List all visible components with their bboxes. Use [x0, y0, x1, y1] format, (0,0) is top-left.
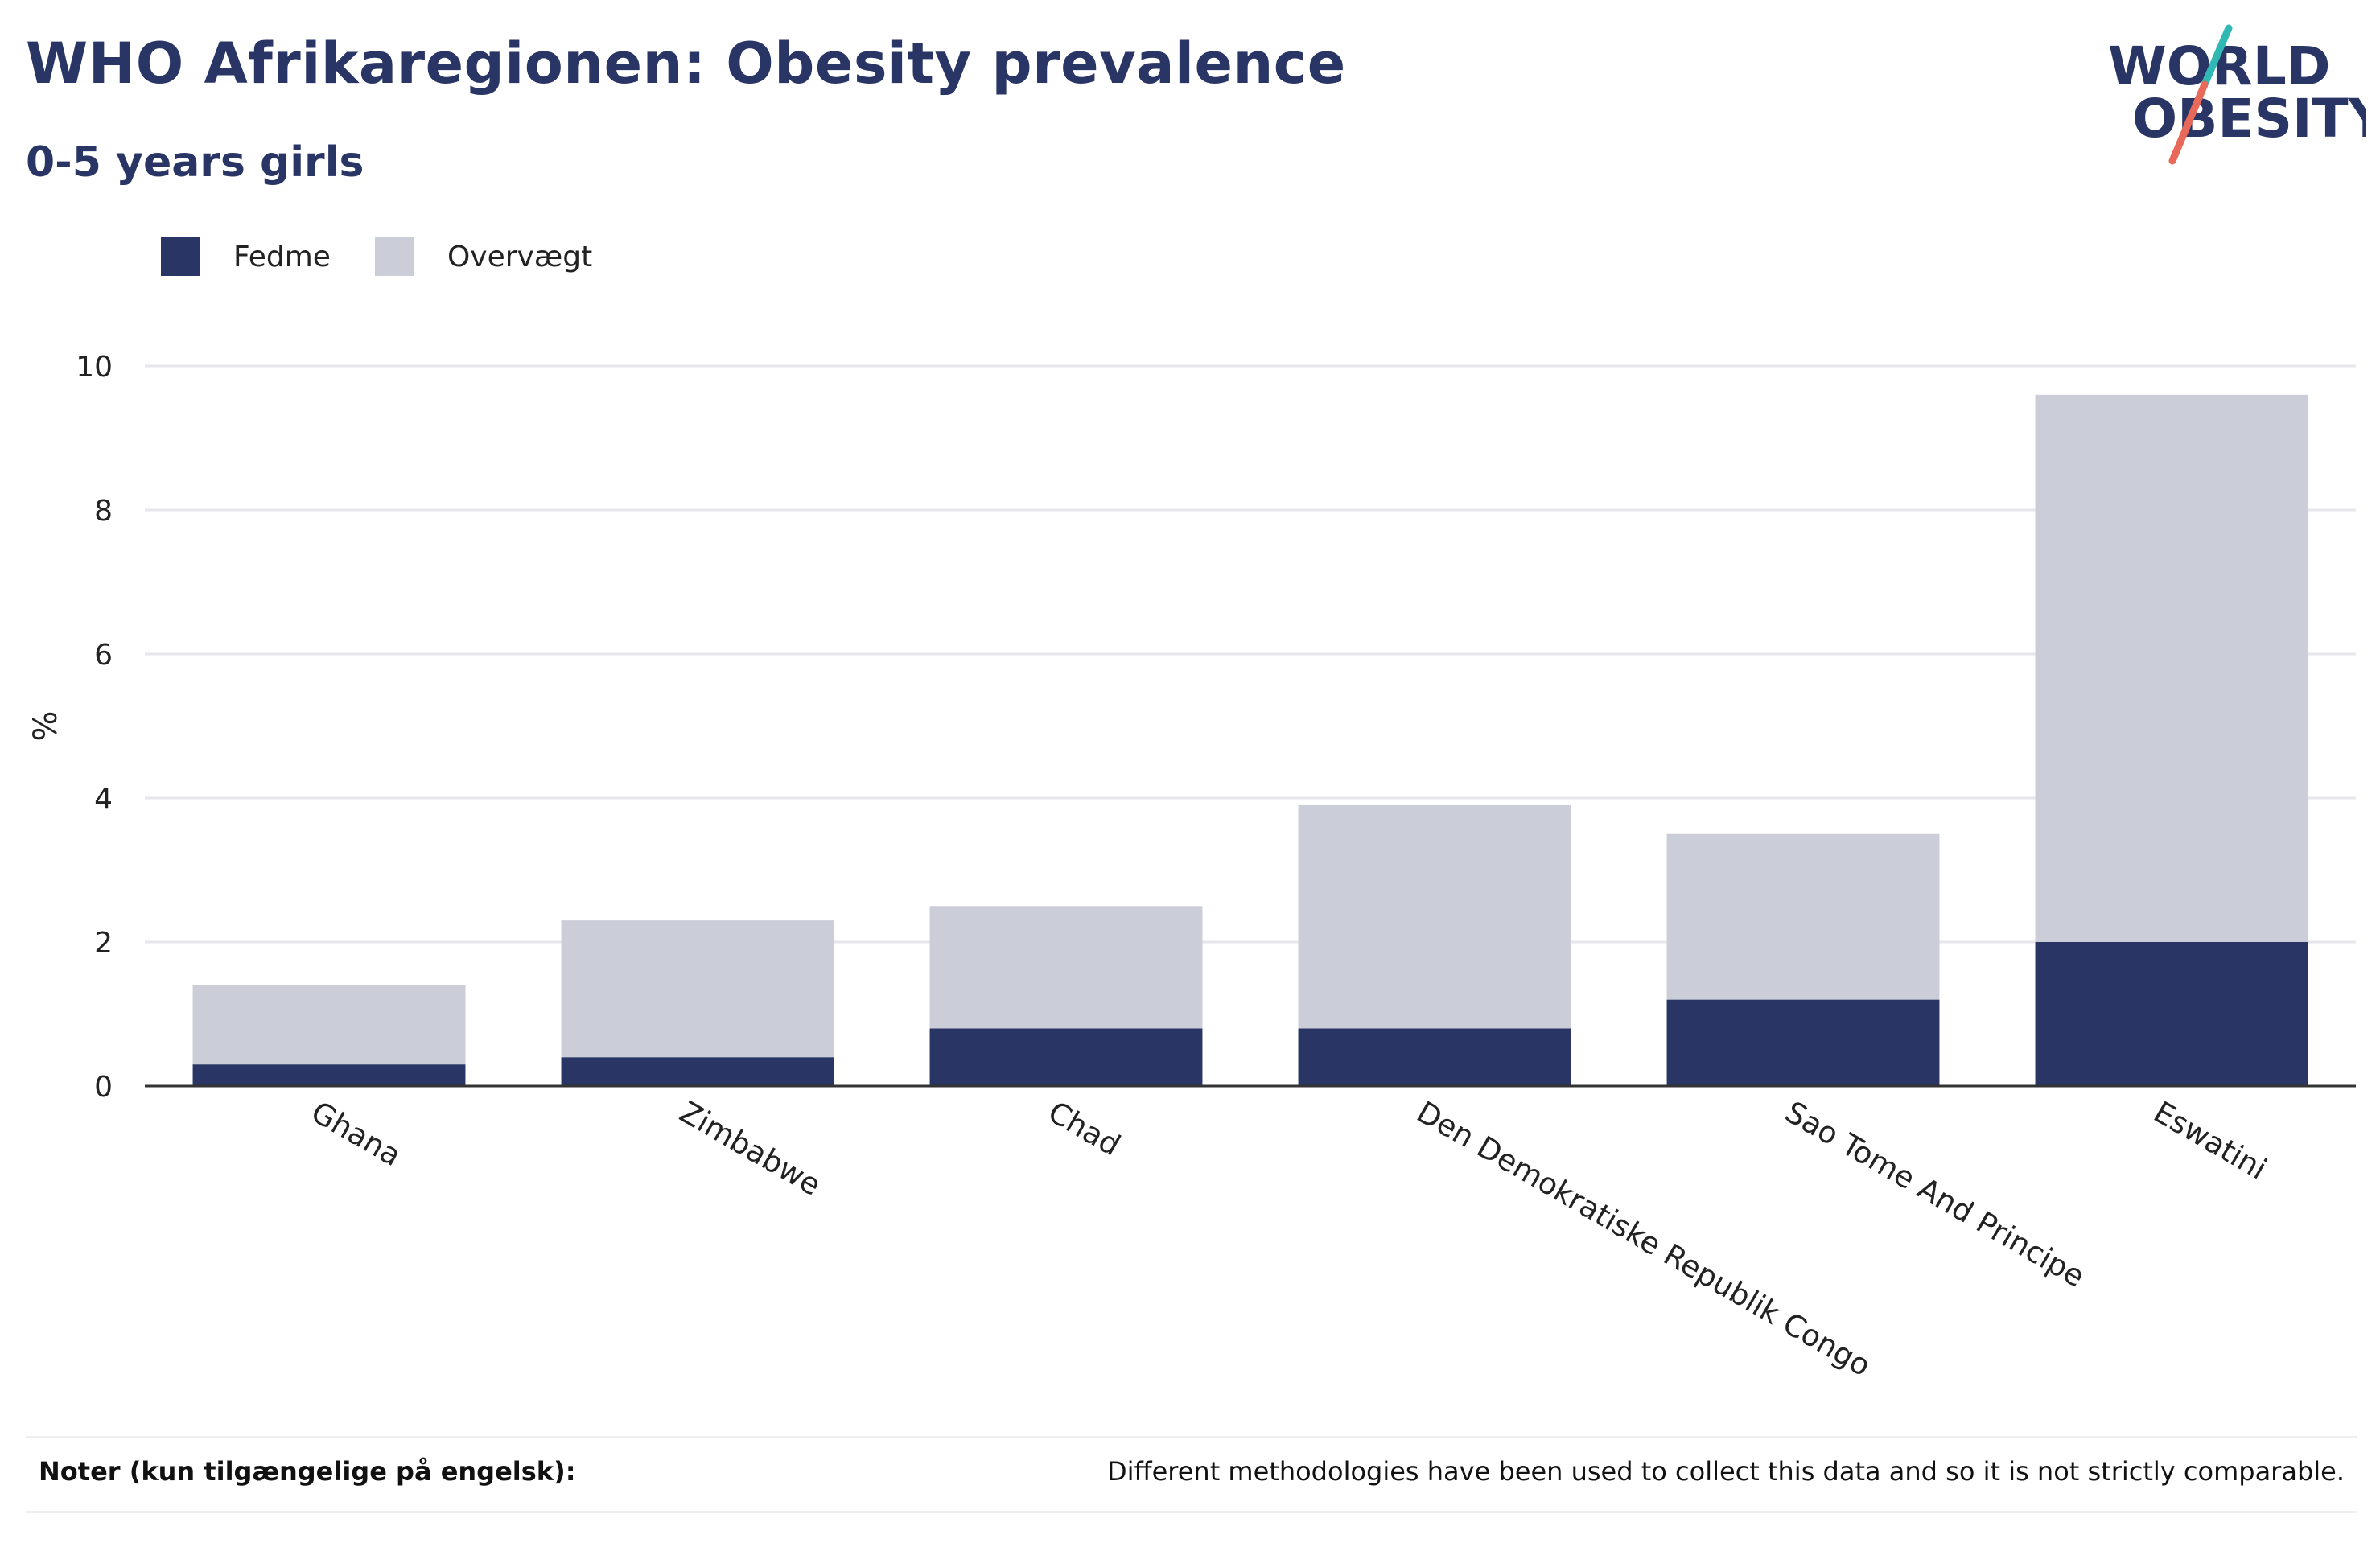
world-obesity-logo[interactable]: WORLD OBESITY [2092, 24, 2366, 169]
bar-overvaegt [1298, 804, 1571, 1029]
legend-item-overvaegt[interactable]: Overvægt [374, 237, 593, 276]
y-tick-label: 4 [94, 783, 113, 816]
bar-fedme [1666, 999, 1940, 1086]
legend-swatch-fedme [161, 237, 200, 276]
notes-bar: Noter (kun tilgængelige på engelsk): Dif… [26, 1436, 2357, 1513]
x-tick-label: Zimbabwe [674, 1095, 827, 1203]
notes-text: Different methodologies have been used t… [1107, 1456, 2345, 1487]
x-tick-label: Ghana [306, 1095, 407, 1174]
legend-item-fedme[interactable]: Fedme [161, 237, 331, 276]
legend: Fedme Overvægt [161, 237, 636, 276]
legend-swatch-overvaegt [374, 237, 414, 276]
legend-label-overvaegt: Overvægt [447, 240, 593, 274]
chart-title: WHO Afrikaregionen: Obesity prevalence [26, 31, 1346, 97]
y-tick-label: 2 [94, 927, 113, 960]
bar-overvaegt [929, 906, 1203, 1029]
y-tick-label: 8 [94, 495, 113, 528]
bar-fedme [1298, 1028, 1571, 1086]
y-tick-label: 10 [76, 351, 113, 384]
bar-fedme [561, 1057, 834, 1086]
legend-label-fedme: Fedme [233, 240, 331, 274]
bar-overvaegt [2035, 394, 2308, 942]
x-tick-label: Sao Tome And Principe [1780, 1095, 2091, 1294]
bar-fedme [192, 1064, 466, 1086]
bar-fedme [929, 1028, 1203, 1086]
bar-fedme [2035, 942, 2308, 1086]
y-tick-label: 0 [94, 1071, 113, 1104]
x-tick-label: Eswatini [2148, 1095, 2273, 1187]
logo-line2: OBESITY [2132, 88, 2366, 150]
logo-slash-red [2168, 80, 2209, 165]
bar-overvaegt [1666, 833, 1940, 1000]
bar-overvaegt [192, 985, 466, 1065]
bar-overvaegt [561, 920, 834, 1058]
y-tick-label: 6 [94, 639, 113, 672]
logo-slash-teal [2201, 24, 2233, 88]
x-tick-label: Chad [1043, 1095, 1126, 1163]
notes-label: Noter (kun tilgængelige på engelsk): [39, 1456, 576, 1487]
y-axis-label: % [27, 710, 64, 741]
chart-subtitle: 0-5 years girls [26, 138, 364, 187]
